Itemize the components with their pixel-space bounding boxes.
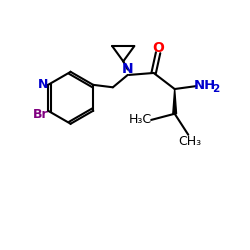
Text: H₃C: H₃C [129,113,152,126]
Text: CH₃: CH₃ [178,135,201,148]
Text: N: N [122,62,134,76]
Text: Br: Br [32,108,48,121]
Polygon shape [173,89,176,114]
Text: O: O [153,41,164,55]
Text: NH: NH [194,79,216,92]
Text: 2: 2 [212,84,219,94]
Text: N: N [38,78,48,91]
